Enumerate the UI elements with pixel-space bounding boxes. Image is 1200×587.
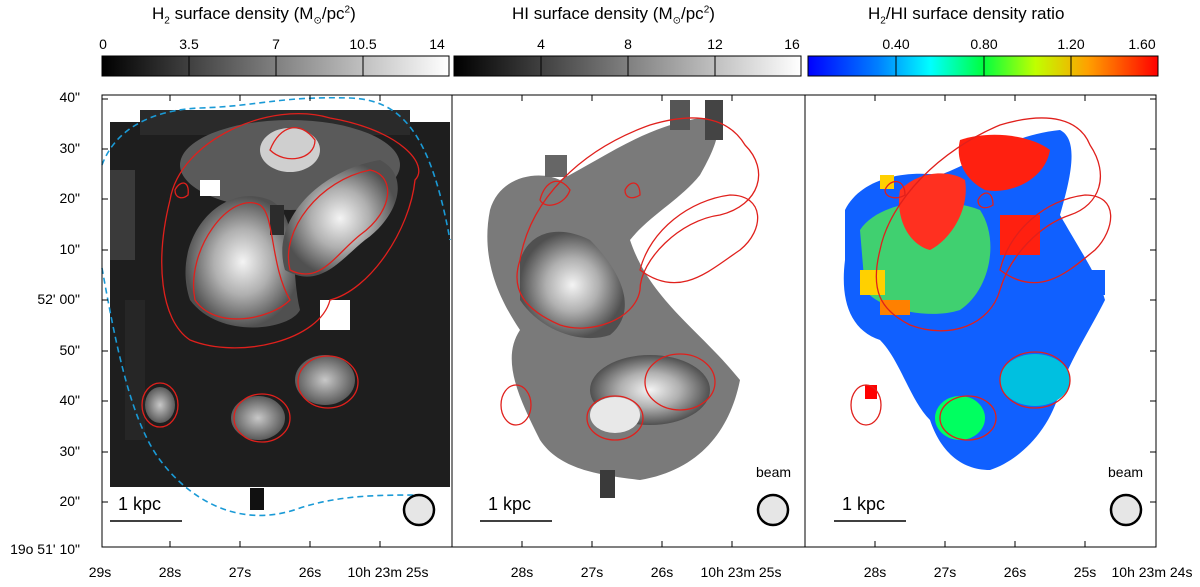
y-tick: 40" — [59, 89, 80, 105]
y-tick: 30" — [59, 140, 80, 156]
cbar-tick: 7 — [272, 36, 280, 52]
x-tick: 28s — [510, 564, 534, 580]
scale-bar-label: 1 kpc — [842, 494, 886, 514]
cbar-tick: 10.5 — [349, 36, 377, 52]
cbar-tick: 1.60 — [1128, 36, 1156, 52]
x-tick: 26s — [298, 564, 322, 580]
hi-contours — [500, 117, 760, 441]
y-tick: 20" — [59, 190, 80, 206]
cbar-tick: 14 — [429, 36, 445, 52]
panel-title-hi: HI surface density (M⊙/pc2) — [512, 4, 715, 27]
y-tick: 20" — [59, 493, 80, 509]
scale-bar-label: 1 kpc — [118, 494, 162, 514]
y-tick: 19o 51' 10" — [10, 541, 80, 557]
x-tick: 26s — [650, 564, 674, 580]
cbar-tick: 0.40 — [882, 36, 910, 52]
beam-label: beam — [1108, 464, 1144, 480]
x-tick: 28s — [158, 564, 182, 580]
y-tick: 50" — [59, 342, 80, 358]
beam-label: beam — [756, 464, 792, 480]
ratio-map — [843, 130, 1105, 470]
cbar-tick: 8 — [624, 36, 632, 52]
dashed-boundary — [101, 96, 451, 517]
colorbar-ratio — [807, 55, 1159, 77]
x-tick: 28s — [863, 564, 887, 580]
x-tick: 27s — [580, 564, 604, 580]
scale-bar-label: 1 kpc — [488, 494, 532, 514]
h2-contours — [141, 113, 420, 443]
beam-circles — [402, 493, 1143, 527]
y-tick: 30" — [59, 443, 80, 459]
cbar-tick: 1.20 — [1057, 36, 1085, 52]
x-tick: 27s — [228, 564, 252, 580]
y-tick: 10" — [59, 241, 80, 257]
panel-title-h2: H2 surface density (M⊙/pc2) — [152, 4, 356, 27]
x-tick: 26s — [1003, 564, 1027, 580]
x-tick: 25s — [1073, 564, 1097, 580]
cbar-tick: 0.80 — [970, 36, 998, 52]
cbar-tick: 3.5 — [179, 36, 199, 52]
x-tick: 10h 23m 25s — [347, 564, 429, 580]
hi-map — [487, 100, 740, 498]
panel-title-ratio: H2/HI surface density ratio — [868, 4, 1065, 27]
x-tick: 27s — [933, 564, 957, 580]
cbar-tick: 12 — [707, 36, 723, 52]
y-tick: 52' 00" — [37, 291, 80, 307]
cbar-tick: 0 — [99, 36, 107, 52]
x-tick: 10h 23m 25s — [700, 564, 782, 580]
y-tick: 40" — [59, 392, 80, 408]
cbar-tick: 4 — [537, 36, 545, 52]
cbar-tick: 16 — [784, 36, 800, 52]
x-tick: 10h 23m 24s — [1111, 564, 1193, 580]
h2-map — [110, 110, 450, 510]
x-tick: 29s — [88, 564, 112, 580]
ratio-contours — [850, 117, 1112, 441]
